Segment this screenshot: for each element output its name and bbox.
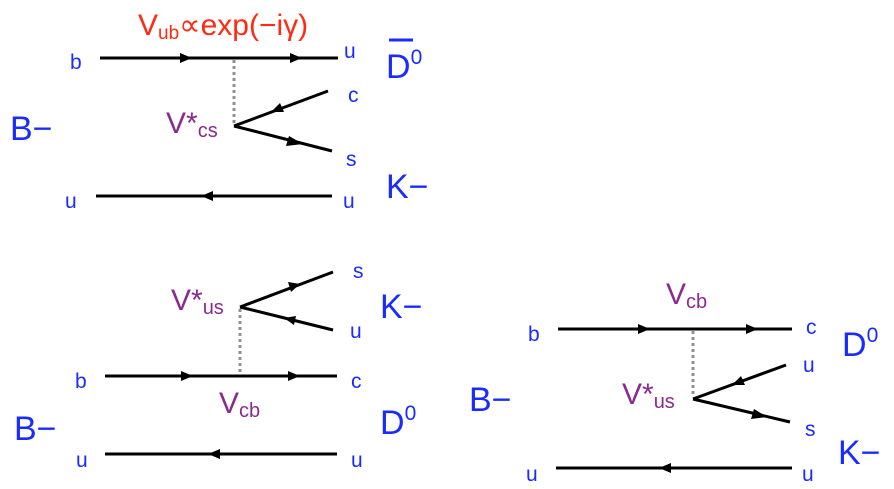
bl-u-arrow <box>284 316 296 325</box>
diagram-top: Vub∝exp(−iγ) b u c s u u V*cs B− D0 K− <box>10 9 429 213</box>
top-quark-u-in: u <box>65 190 77 213</box>
br-spectator-arrow <box>659 463 671 473</box>
br-quark-s: s <box>805 418 816 441</box>
bl-vertex-vus: V*us <box>171 284 224 319</box>
br-vertex-vus: V*us <box>622 378 675 413</box>
br-quark-c: c <box>806 316 817 339</box>
top-s-arrow <box>286 136 303 146</box>
top-s-quark-line <box>233 124 333 153</box>
top-b-arrow-2 <box>290 53 302 63</box>
top-meson-b: B− <box>10 110 53 148</box>
br-u-arrow <box>732 376 745 385</box>
br-b-arrow-1 <box>638 324 650 334</box>
bl-b-arrow-2 <box>288 371 300 381</box>
bl-meson-b: B− <box>14 410 57 448</box>
top-quark-b: b <box>70 51 82 74</box>
bl-quark-u: u <box>350 320 362 343</box>
bl-spectator-arrow <box>208 449 220 459</box>
top-vertex-vcs: V*cs <box>166 107 218 142</box>
bl-quark-u-in: u <box>76 449 88 472</box>
diagram-bottom-right: Vcb V*us b c u s u u B− D0 K− <box>469 278 881 486</box>
top-meson-dbar: D0 <box>386 46 422 86</box>
br-meson-b: B− <box>469 381 512 419</box>
br-quark-u-out: u <box>802 463 814 486</box>
top-b-arrow-1 <box>180 53 192 63</box>
bl-quark-s: s <box>353 260 364 283</box>
br-quark-u: u <box>803 354 815 377</box>
diagram-bottom-left: V*us Vcb s u b c u u K− B− D0 <box>14 260 423 472</box>
bl-coupling-vcb: Vcb <box>219 387 260 422</box>
top-quark-s: s <box>346 148 357 171</box>
top-quark-u-out: u <box>343 190 355 213</box>
bl-quark-b: b <box>75 370 87 393</box>
bl-meson-k: K− <box>380 288 423 326</box>
br-meson-k: K− <box>838 434 881 472</box>
br-b-arrow-2 <box>746 324 758 334</box>
bl-s-quark-line <box>239 270 334 309</box>
top-c-arrow <box>271 103 284 112</box>
bl-b-arrow-1 <box>181 371 193 381</box>
br-meson-d: D0 <box>842 324 878 364</box>
br-quark-u-in: u <box>526 463 538 486</box>
top-meson-k: K− <box>386 168 429 206</box>
br-quark-b: b <box>528 323 540 346</box>
br-s-quark-line <box>692 397 791 424</box>
top-quark-c: c <box>348 84 359 107</box>
top-quark-u: u <box>344 40 356 63</box>
top-coupling-vub: Vub∝exp(−iγ) <box>138 9 308 44</box>
bl-quark-c: c <box>351 370 362 393</box>
bl-s-arrow <box>288 282 300 292</box>
br-s-arrow <box>751 409 767 419</box>
bl-quark-u-out: u <box>351 449 363 472</box>
br-coupling-vcb: Vcb <box>666 278 707 313</box>
bl-meson-d: D0 <box>380 402 416 442</box>
top-spectator-arrow <box>201 191 213 201</box>
